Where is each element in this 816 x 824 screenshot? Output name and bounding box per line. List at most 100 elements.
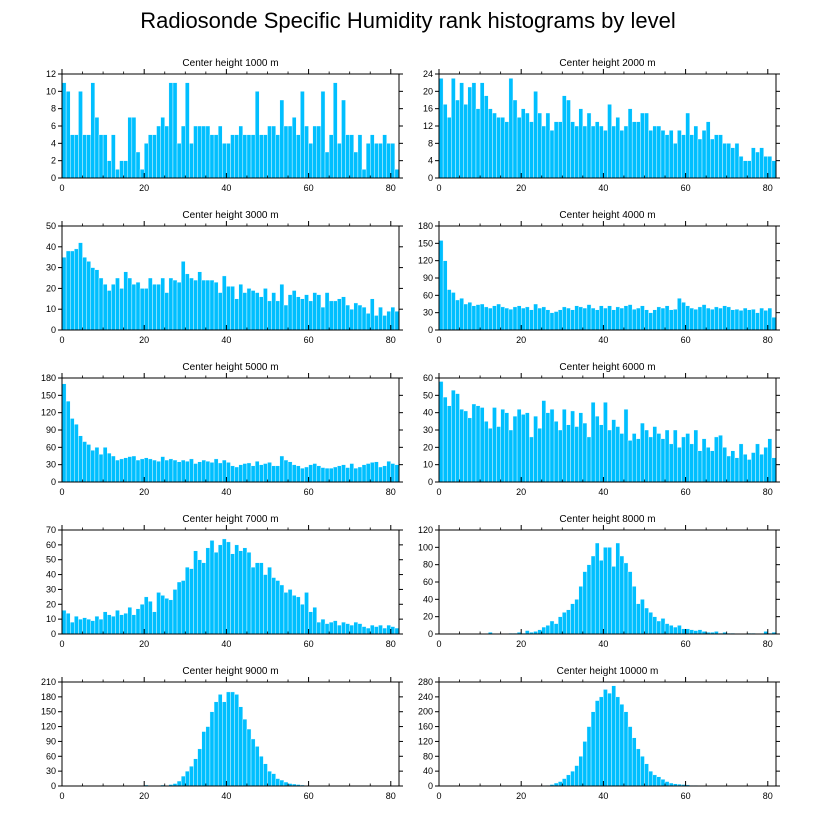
bar bbox=[189, 765, 194, 787]
bar bbox=[705, 307, 711, 331]
bar bbox=[590, 711, 596, 787]
bar bbox=[594, 309, 600, 331]
y-tick-label: 0 bbox=[51, 477, 56, 487]
bar bbox=[201, 562, 207, 635]
bar bbox=[603, 689, 608, 787]
bar bbox=[176, 780, 182, 787]
bar bbox=[500, 117, 505, 179]
x-tick-label: 80 bbox=[763, 639, 773, 649]
y-tick-label: 30 bbox=[46, 766, 56, 776]
bar bbox=[61, 257, 67, 331]
bar bbox=[259, 296, 264, 331]
bar bbox=[143, 457, 149, 483]
bar bbox=[689, 629, 695, 635]
y-tick-label: 0 bbox=[428, 781, 433, 791]
bar bbox=[135, 608, 141, 635]
bar bbox=[652, 616, 658, 635]
bar bbox=[287, 461, 293, 483]
bar bbox=[520, 108, 526, 179]
bar bbox=[185, 461, 190, 483]
x-tick-label: 40 bbox=[221, 487, 231, 497]
bar bbox=[582, 125, 588, 179]
bar bbox=[697, 629, 703, 635]
bar bbox=[102, 447, 108, 483]
bar bbox=[259, 134, 264, 179]
bar bbox=[349, 309, 354, 331]
bar bbox=[127, 117, 133, 179]
bar bbox=[123, 271, 128, 331]
bar bbox=[668, 309, 674, 331]
bar bbox=[201, 279, 207, 331]
bar bbox=[394, 464, 400, 483]
bar bbox=[230, 286, 235, 331]
bar bbox=[102, 611, 108, 635]
y-tick-label: 120 bbox=[41, 408, 56, 418]
bar bbox=[213, 281, 219, 331]
bar bbox=[127, 456, 133, 483]
bar bbox=[345, 467, 350, 483]
bar bbox=[180, 580, 186, 635]
bar bbox=[677, 298, 682, 331]
bar bbox=[623, 305, 629, 331]
bar bbox=[259, 562, 264, 635]
bar bbox=[271, 577, 276, 635]
bar bbox=[361, 464, 367, 483]
x-tick-label: 40 bbox=[598, 335, 608, 345]
bar bbox=[74, 248, 79, 331]
bar bbox=[525, 630, 530, 635]
bar bbox=[353, 467, 359, 483]
bar bbox=[193, 758, 198, 787]
bar bbox=[82, 441, 87, 483]
bar bbox=[730, 147, 736, 179]
bar bbox=[168, 458, 174, 483]
bar bbox=[160, 117, 165, 179]
bar bbox=[267, 566, 272, 635]
bar bbox=[357, 623, 363, 635]
bar bbox=[656, 620, 662, 635]
bar bbox=[722, 305, 727, 331]
x-tick-label: 80 bbox=[386, 791, 396, 801]
bar bbox=[353, 621, 359, 635]
bar bbox=[263, 134, 268, 179]
bar bbox=[172, 589, 178, 635]
bar bbox=[447, 289, 452, 331]
bar bbox=[751, 452, 756, 483]
bar bbox=[566, 774, 571, 787]
bar bbox=[176, 281, 182, 331]
y-tick-label: 10 bbox=[46, 86, 56, 96]
bar bbox=[197, 271, 202, 331]
bar bbox=[394, 627, 400, 635]
bar bbox=[640, 422, 645, 483]
bar bbox=[250, 290, 256, 331]
bar bbox=[619, 130, 625, 179]
bar bbox=[98, 454, 104, 483]
bar bbox=[537, 629, 542, 635]
bar bbox=[193, 463, 198, 483]
bar bbox=[90, 267, 96, 331]
bar bbox=[553, 421, 559, 483]
bar bbox=[267, 300, 272, 331]
bar bbox=[553, 623, 559, 635]
y-tick-label: 70 bbox=[46, 525, 56, 535]
bar bbox=[685, 628, 690, 635]
bar bbox=[488, 307, 493, 331]
x-tick-label: 60 bbox=[681, 639, 691, 649]
y-tick-label: 90 bbox=[46, 736, 56, 746]
bar bbox=[328, 134, 334, 179]
bar bbox=[70, 250, 75, 331]
bar bbox=[648, 436, 653, 483]
bar bbox=[193, 550, 198, 635]
y-tick-label: 180 bbox=[418, 221, 433, 231]
bar bbox=[65, 400, 71, 483]
bar bbox=[263, 463, 268, 483]
bar bbox=[90, 620, 96, 635]
chart-title: Center height 5000 m bbox=[182, 362, 278, 373]
bar bbox=[685, 305, 690, 331]
bar bbox=[767, 438, 773, 483]
bar bbox=[279, 584, 285, 635]
y-tick-label: 20 bbox=[46, 599, 56, 609]
bar bbox=[70, 134, 75, 179]
bar bbox=[296, 596, 301, 635]
bar bbox=[226, 541, 231, 635]
bar bbox=[755, 443, 760, 483]
